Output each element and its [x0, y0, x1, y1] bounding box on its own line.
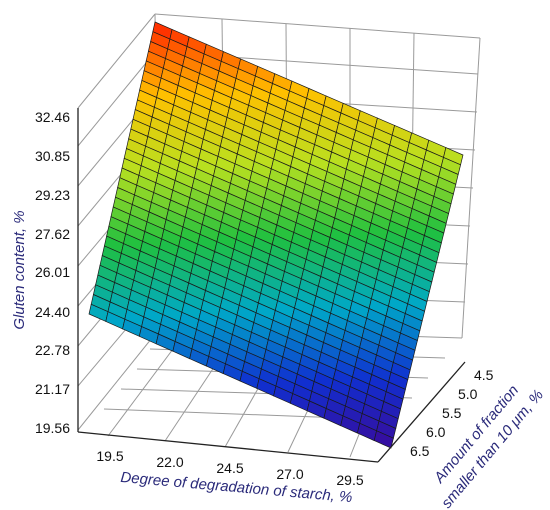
z-tick-label: 32.46	[35, 109, 70, 125]
z-tick-label: 27.62	[35, 226, 70, 242]
x-tick-label: 19.5	[96, 448, 123, 464]
z-tick-label: 19.56	[35, 420, 70, 436]
y-tick-label: 6.5	[410, 443, 430, 459]
z-tick-label: 30.85	[35, 148, 70, 164]
x-tick-label: 27.0	[276, 466, 303, 482]
x-tick-label: 24.5	[216, 460, 243, 476]
tick-labels: 32.46 30.85 29.23 27.62 26.01 24.40 22.7…	[35, 109, 494, 488]
z-tick-label: 22.78	[35, 342, 70, 358]
x-axis-line	[77, 431, 379, 463]
z-tick-label: 24.40	[35, 304, 70, 320]
x-tick-label: 22.0	[156, 454, 183, 470]
z-axis-title: Gluten content, %	[11, 210, 28, 329]
y-axis-line	[377, 361, 466, 463]
y-tick-label: 4.5	[474, 367, 494, 383]
y-tick-label: 5.0	[458, 386, 478, 402]
surface-mesh	[88, 21, 464, 449]
z-tick-label: 29.23	[35, 187, 70, 203]
x-tick-label: 29.5	[336, 472, 363, 488]
z-tick-label: 26.01	[35, 264, 70, 280]
y-tick-label: 5.5	[442, 405, 462, 421]
y-tick-label: 6.0	[426, 424, 446, 440]
z-tick-label: 21.17	[35, 381, 70, 397]
chart-axes	[77, 108, 466, 463]
